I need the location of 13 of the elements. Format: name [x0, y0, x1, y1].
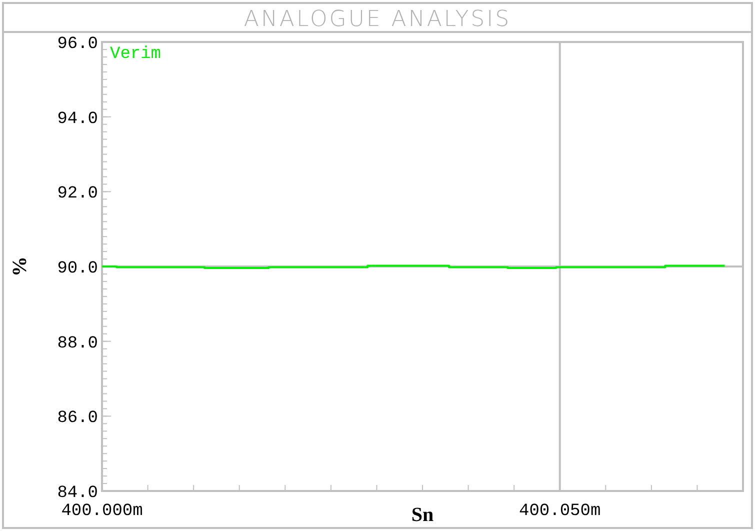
chart-title: ANALOGUE ANALYSIS: [244, 7, 512, 32]
y-tick-label: 84.0: [57, 484, 98, 503]
y-tick-label: 94.0: [57, 110, 98, 129]
y-tick-label: 86.0: [57, 409, 98, 428]
y-axis-title: %: [9, 256, 31, 276]
y-tick-label: 96.0: [57, 34, 98, 54]
y-tick-label: 92.0: [57, 184, 98, 204]
x-tick-label: 400.050m: [519, 502, 601, 521]
y-tick-label: 90.0: [57, 259, 98, 278]
x-tick-label: 400.000m: [61, 502, 143, 521]
y-tick-label: 88.0: [57, 334, 98, 354]
text: Verim: [110, 45, 162, 64]
x-axis-title: Sn: [411, 504, 434, 526]
